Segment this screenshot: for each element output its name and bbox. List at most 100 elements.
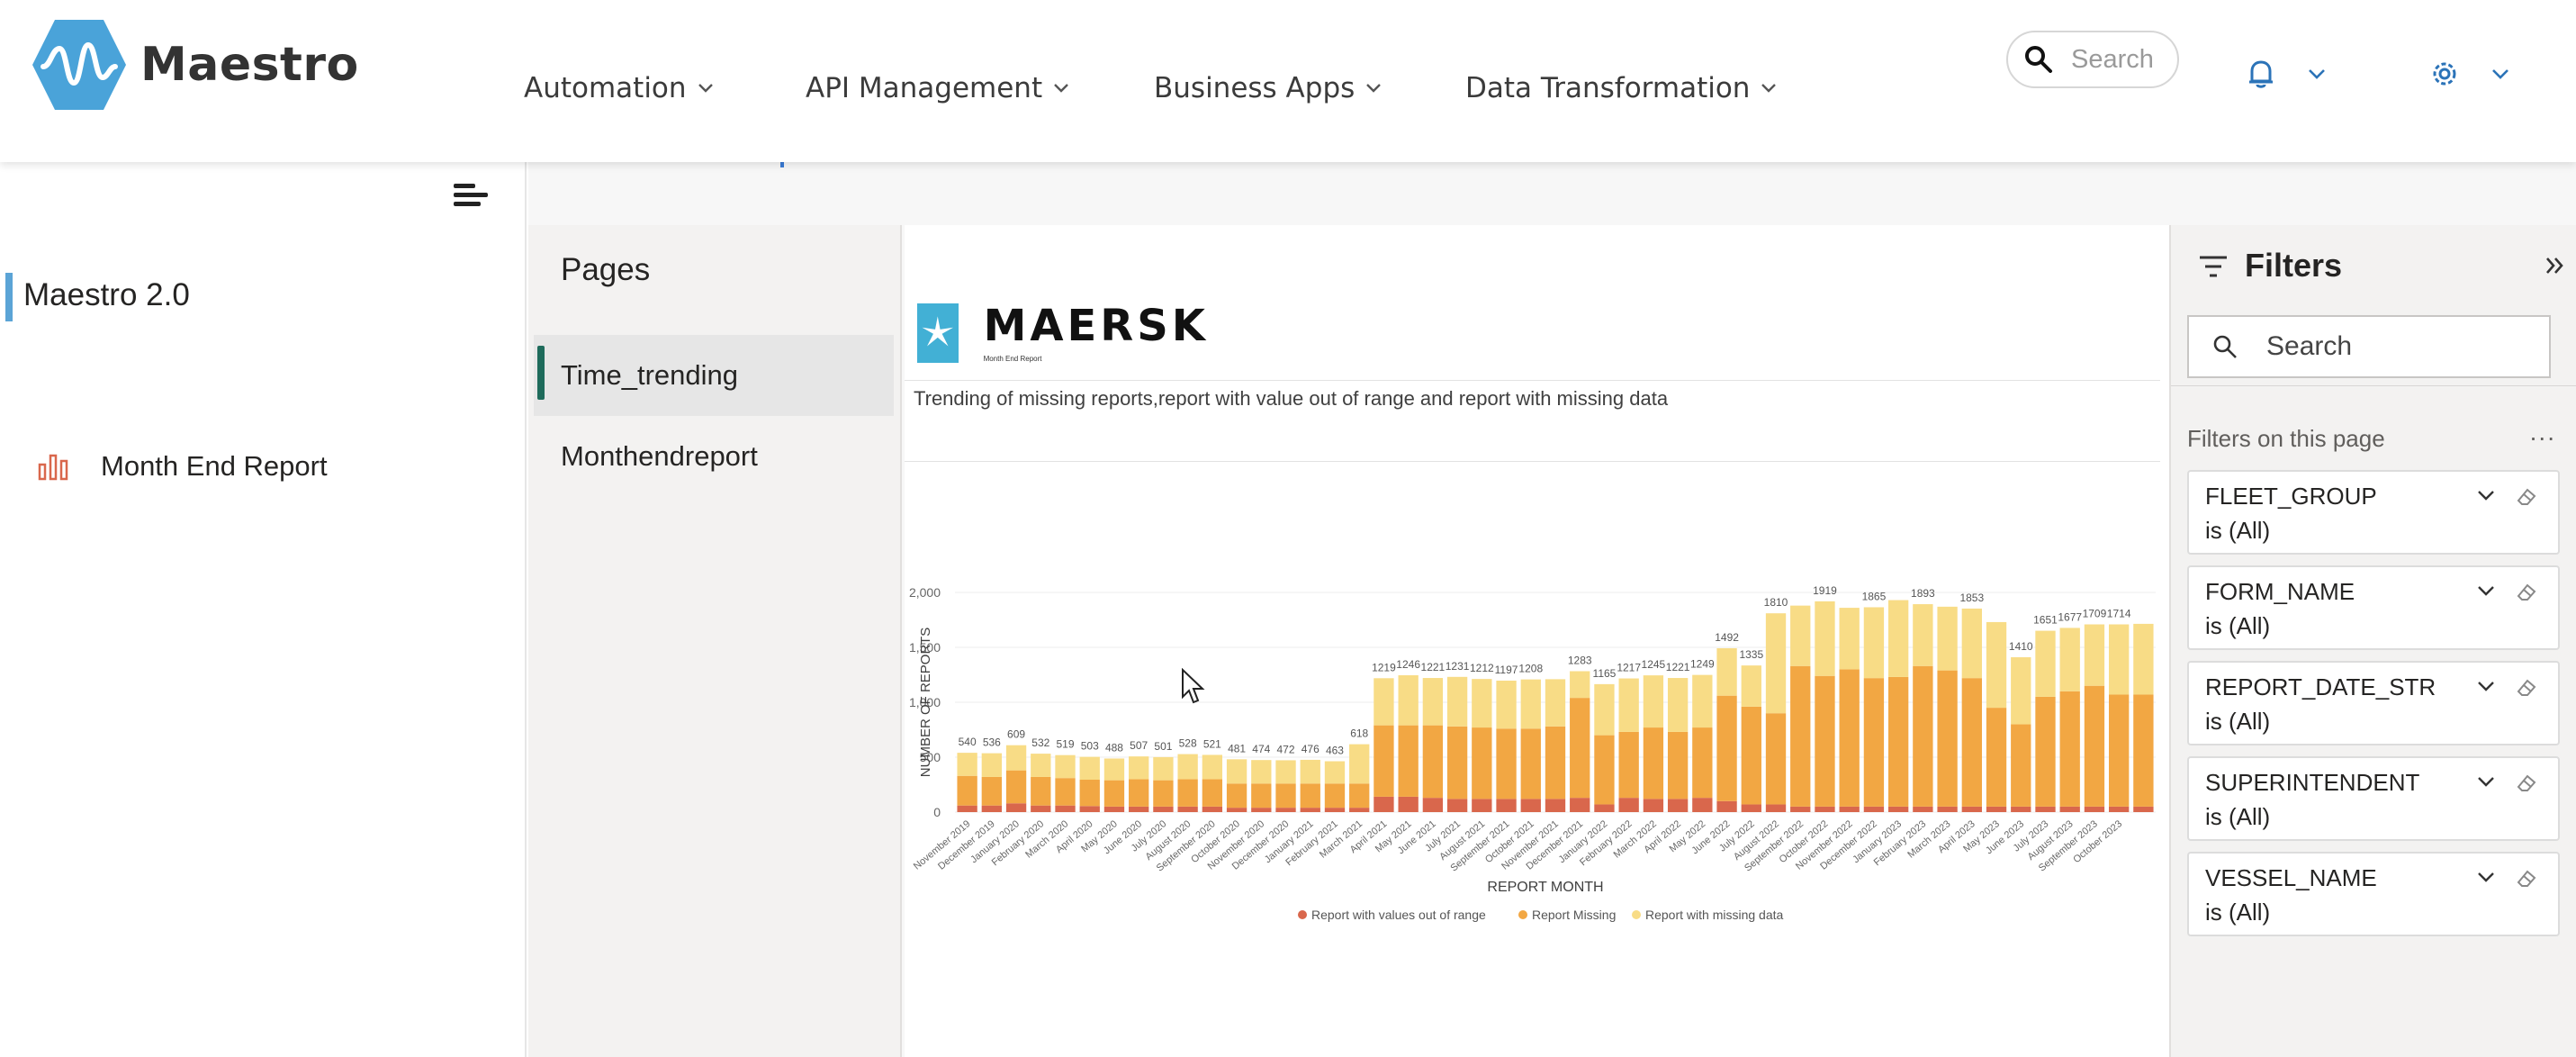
more-options-button[interactable]: ... [2529,418,2556,446]
bar-segment[interactable] [1765,613,1787,714]
bar-segment[interactable] [957,805,977,812]
bar-segment[interactable] [1815,675,1835,807]
bar-segment[interactable] [2059,691,2080,807]
bar-segment[interactable] [1275,808,1296,812]
bar-segment[interactable] [1545,679,1566,727]
collapse-menu-icon[interactable] [452,180,490,211]
bar-segment[interactable] [1986,621,2007,709]
bar-segment[interactable] [1177,754,1198,780]
bar-segment[interactable] [2109,806,2130,812]
bar-segment[interactable] [2133,806,2154,812]
bar-segment[interactable] [1226,808,1247,812]
bar-segment[interactable] [1226,759,1247,784]
bar-segment[interactable] [1324,783,1346,809]
bar-segment[interactable] [1202,779,1223,807]
nav-automation[interactable]: Automation [524,72,714,104]
bar-segment[interactable] [1374,796,1394,812]
bar-segment[interactable] [1692,674,1713,728]
bar-segment[interactable] [981,753,1002,777]
bar-segment[interactable] [1815,601,1835,676]
gear-icon[interactable] [2428,58,2461,90]
bar-segment[interactable] [1937,606,1958,671]
bar-segment[interactable] [1422,798,1444,812]
bar-segment[interactable] [1839,669,1860,807]
bar-segment[interactable] [2035,806,2056,812]
bar-segment[interactable] [1643,799,1664,812]
bar-segment[interactable] [1520,728,1541,800]
bar-segment[interactable] [1545,799,1566,812]
bar-segment[interactable] [1177,806,1198,812]
bar-segment[interactable] [1005,770,1027,804]
filter-card-superintendent[interactable]: SUPERINTENDENT is (All) [2187,756,2560,841]
bar-segment[interactable] [2133,694,2154,807]
bar-segment[interactable] [1570,698,1590,799]
bar-segment[interactable] [1570,798,1590,812]
bar-segment[interactable] [2084,624,2105,686]
bar-segment[interactable] [1887,806,1909,812]
bar-segment[interactable] [1031,776,1051,806]
nav-api-management[interactable]: API Management [806,72,1069,104]
page-tab-time-trending[interactable]: Time_trending [534,335,894,416]
bar-segment[interactable] [1153,780,1174,807]
bar-segment[interactable] [1765,804,1787,812]
bar-segment[interactable] [1349,783,1370,809]
bar-segment[interactable] [1863,806,1885,812]
bar-segment[interactable] [2084,685,2105,807]
bar-segment[interactable] [1103,780,1125,807]
bar-segment[interactable] [1716,647,1737,696]
bar-segment[interactable] [1887,600,1909,677]
bar-segment[interactable] [1594,804,1615,812]
chevron-down-icon[interactable] [2477,776,2495,789]
bar-segment[interactable] [1667,731,1689,800]
bar-segment[interactable] [1496,728,1517,800]
bar-segment[interactable] [1839,806,1860,812]
trend-chart-visual[interactable]: 0 500 1,000 1,500 2,000 540 536 609 532 519 503 48… [905,459,2165,999]
bar-segment[interactable] [981,805,1002,812]
bar-segment[interactable] [1005,803,1027,812]
chevron-down-icon[interactable] [2477,490,2495,502]
bar-segment[interactable] [1005,745,1027,771]
filter-card-report-date-str[interactable]: REPORT_DATE_STR is (All) [2187,661,2560,745]
settings-chevron-down-icon[interactable] [2491,68,2509,81]
bar-segment[interactable] [1300,808,1320,812]
bar-segment[interactable] [1177,779,1198,807]
bar-segment[interactable] [1863,678,1885,807]
bar-segment[interactable] [1594,735,1615,805]
bar-segment[interactable] [1055,778,1076,806]
bar-segment[interactable] [1986,708,2007,807]
bar-segment[interactable] [1692,798,1713,812]
bar-segment[interactable] [2059,628,2080,691]
sidebar-item-month-end-report[interactable]: Month End Report [38,450,328,483]
bar-segment[interactable] [1103,806,1125,812]
filter-card-vessel-name[interactable]: VESSEL_NAME is (All) [2187,852,2560,936]
page-tab-monthendreport[interactable]: Monthendreport [534,416,894,497]
bar-segment[interactable] [1618,678,1639,732]
bar-segment[interactable] [1275,760,1296,784]
chevron-down-icon[interactable] [2477,872,2495,884]
nav-data-transformation[interactable]: Data Transformation [1465,72,1777,104]
bar-segment[interactable] [2133,623,2154,695]
bar-segment[interactable] [1986,806,2007,812]
bar-segment[interactable] [1765,713,1787,805]
bar-segment[interactable] [1618,731,1639,799]
bar-segment[interactable] [1545,726,1566,800]
bar-segment[interactable] [1961,608,1982,679]
bar-segment[interactable] [2035,696,2056,807]
bar-segment[interactable] [1324,808,1346,812]
bar-segment[interactable] [2011,806,2031,812]
bar-segment[interactable] [1251,808,1272,812]
bar-segment[interactable] [1570,671,1590,699]
bar-segment[interactable] [1667,678,1689,732]
stacked-bar-chart[interactable]: 0 500 1,000 1,500 2,000 540 536 609 532 519 503 48… [905,459,2165,999]
bar-segment[interactable] [2084,806,2105,812]
bar-segment[interactable] [1913,806,1933,812]
bar-segment[interactable] [1446,726,1468,800]
notifications-chevron-down-icon[interactable] [2308,68,2326,81]
bar-segment[interactable] [1472,727,1492,800]
bar-segment[interactable] [1446,799,1468,812]
filter-card-form-name[interactable]: FORM_NAME is (All) [2187,565,2560,650]
nav-business-apps[interactable]: Business Apps [1154,72,1382,104]
bar-segment[interactable] [1422,725,1444,799]
bar-segment[interactable] [2035,630,2056,697]
bar-segment[interactable] [1374,725,1394,797]
